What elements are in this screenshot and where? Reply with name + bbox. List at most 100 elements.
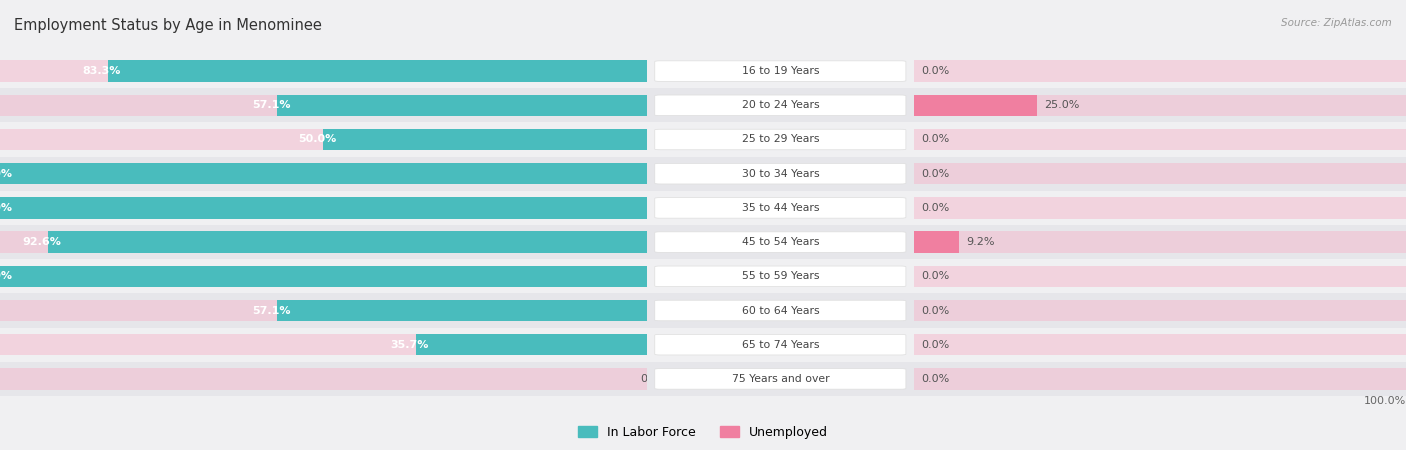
- Bar: [0, 293, 1406, 328]
- Text: 100.0%: 100.0%: [0, 203, 13, 213]
- Bar: [0, 129, 647, 150]
- Bar: [0, 122, 1406, 157]
- Text: 9.2%: 9.2%: [966, 237, 995, 247]
- FancyBboxPatch shape: [655, 129, 905, 150]
- FancyBboxPatch shape: [655, 61, 905, 81]
- Text: 83.3%: 83.3%: [83, 66, 121, 76]
- Bar: [277, 300, 647, 321]
- Bar: [0, 362, 1406, 396]
- Text: 0.0%: 0.0%: [921, 374, 949, 384]
- Bar: [0, 300, 647, 321]
- Text: 0.0%: 0.0%: [921, 340, 949, 350]
- Text: 0.0%: 0.0%: [921, 169, 949, 179]
- Bar: [0, 54, 1406, 88]
- Text: 55 to 59 Years: 55 to 59 Years: [741, 271, 820, 281]
- Bar: [0, 197, 647, 219]
- FancyBboxPatch shape: [655, 232, 905, 252]
- Bar: [914, 300, 1406, 321]
- Bar: [0, 259, 1406, 293]
- Bar: [0, 122, 1406, 157]
- Bar: [0, 328, 1406, 362]
- Text: 75 Years and over: 75 Years and over: [731, 374, 830, 384]
- Bar: [0, 157, 1406, 191]
- Text: 0.0%: 0.0%: [921, 66, 949, 76]
- Bar: [0, 259, 1406, 293]
- Text: 0.0%: 0.0%: [921, 135, 949, 144]
- Text: 100.0%: 100.0%: [0, 169, 13, 179]
- Bar: [914, 163, 1406, 184]
- Bar: [0, 293, 1406, 328]
- Text: 57.1%: 57.1%: [252, 100, 291, 110]
- Bar: [914, 231, 1406, 253]
- Legend: In Labor Force, Unemployed: In Labor Force, Unemployed: [572, 421, 834, 444]
- Bar: [0, 94, 647, 116]
- Text: 45 to 54 Years: 45 to 54 Years: [741, 237, 820, 247]
- Text: 20 to 24 Years: 20 to 24 Years: [741, 100, 820, 110]
- Text: Source: ZipAtlas.com: Source: ZipAtlas.com: [1281, 18, 1392, 28]
- Text: 60 to 64 Years: 60 to 64 Years: [741, 306, 820, 315]
- FancyBboxPatch shape: [655, 334, 905, 355]
- Text: 50.0%: 50.0%: [298, 135, 336, 144]
- Bar: [0, 334, 647, 356]
- Text: 0.0%: 0.0%: [640, 374, 668, 384]
- Bar: [0, 54, 1406, 88]
- Text: 35 to 44 Years: 35 to 44 Years: [741, 203, 820, 213]
- Text: 100.0%: 100.0%: [0, 271, 13, 281]
- Bar: [0, 88, 1406, 122]
- Text: Employment Status by Age in Menominee: Employment Status by Age in Menominee: [14, 18, 322, 33]
- Bar: [0, 88, 1406, 122]
- Text: 25 to 29 Years: 25 to 29 Years: [741, 135, 820, 144]
- Bar: [914, 334, 1406, 356]
- FancyBboxPatch shape: [655, 369, 905, 389]
- Bar: [0, 259, 1406, 293]
- Bar: [323, 129, 647, 150]
- Text: 0.0%: 0.0%: [921, 271, 949, 281]
- Bar: [0, 163, 647, 184]
- FancyBboxPatch shape: [655, 198, 905, 218]
- Bar: [108, 60, 647, 82]
- FancyBboxPatch shape: [655, 163, 905, 184]
- Bar: [48, 231, 647, 253]
- Text: 92.6%: 92.6%: [22, 237, 60, 247]
- FancyBboxPatch shape: [655, 95, 905, 116]
- Text: 57.1%: 57.1%: [252, 306, 291, 315]
- Bar: [914, 129, 1406, 150]
- Bar: [0, 225, 1406, 259]
- Bar: [0, 157, 1406, 191]
- Bar: [0, 266, 647, 287]
- FancyBboxPatch shape: [655, 300, 905, 321]
- Bar: [914, 368, 1406, 390]
- Text: 0.0%: 0.0%: [921, 306, 949, 315]
- Bar: [0, 293, 1406, 328]
- Bar: [0, 266, 647, 287]
- Bar: [914, 266, 1406, 287]
- FancyBboxPatch shape: [655, 266, 905, 287]
- Bar: [0, 231, 647, 253]
- Text: 100.0%: 100.0%: [1364, 396, 1406, 406]
- Bar: [0, 54, 1406, 88]
- Text: 30 to 34 Years: 30 to 34 Years: [741, 169, 820, 179]
- Bar: [0, 225, 1406, 259]
- Bar: [0, 362, 1406, 396]
- Bar: [0, 328, 1406, 362]
- Bar: [0, 122, 1406, 157]
- Bar: [0, 191, 1406, 225]
- Bar: [0, 328, 1406, 362]
- Bar: [0, 368, 647, 390]
- Bar: [0, 88, 1406, 122]
- Bar: [0, 362, 1406, 396]
- Bar: [914, 94, 1038, 116]
- Bar: [0, 225, 1406, 259]
- Bar: [0, 60, 647, 82]
- Bar: [0, 191, 1406, 225]
- Bar: [0, 163, 647, 184]
- Bar: [0, 157, 1406, 191]
- Text: 0.0%: 0.0%: [921, 203, 949, 213]
- Bar: [914, 60, 1406, 82]
- Text: 35.7%: 35.7%: [391, 340, 429, 350]
- Text: 16 to 19 Years: 16 to 19 Years: [741, 66, 820, 76]
- Bar: [416, 334, 647, 356]
- Text: 25.0%: 25.0%: [1045, 100, 1080, 110]
- Bar: [914, 94, 1406, 116]
- Bar: [277, 94, 647, 116]
